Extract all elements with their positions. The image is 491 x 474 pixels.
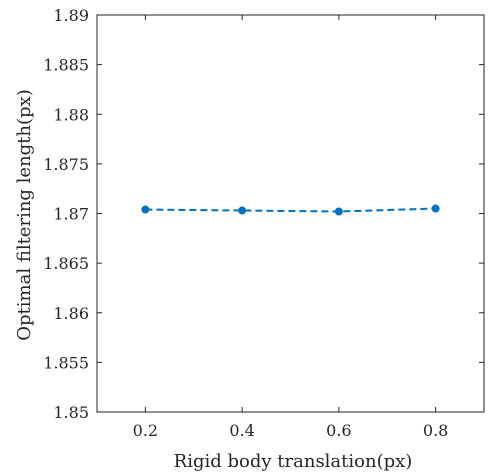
x-tick-label: 0.2 (133, 421, 158, 440)
y-tick-label: 1.875 (43, 155, 89, 174)
y-tick-label: 1.88 (53, 105, 89, 124)
y-tick-label: 1.87 (53, 205, 89, 224)
y-tick-label: 1.885 (43, 56, 89, 75)
data-point (238, 206, 247, 215)
y-axis-title: Optimal filtering length(px) (14, 89, 35, 340)
x-tick-label: 0.6 (326, 421, 351, 440)
y-tick-label: 1.855 (43, 353, 89, 372)
x-tick-label: 0.8 (423, 421, 448, 440)
y-tick-label: 1.85 (53, 403, 89, 422)
data-point (431, 204, 440, 213)
data-point (141, 205, 150, 214)
y-tick-label: 1.865 (43, 254, 89, 273)
axes-box (96, 14, 485, 413)
y-tick-label: 1.89 (53, 6, 89, 25)
data-point (334, 207, 343, 216)
series-line (145, 207, 436, 213)
plot-area (96, 14, 485, 413)
y-tick-label: 1.86 (53, 304, 89, 323)
x-tick-label: 0.4 (229, 421, 254, 440)
y-axis: 1.85 1.855 1.86 1.865 1.87 1.875 1.88 1.885 1.89 (43, 6, 484, 422)
x-axis: 0.2 0.4 0.6 0.8 (133, 15, 448, 440)
series-layer (141, 204, 440, 216)
x-axis-title: Rigid body translation(px) (174, 451, 413, 472)
